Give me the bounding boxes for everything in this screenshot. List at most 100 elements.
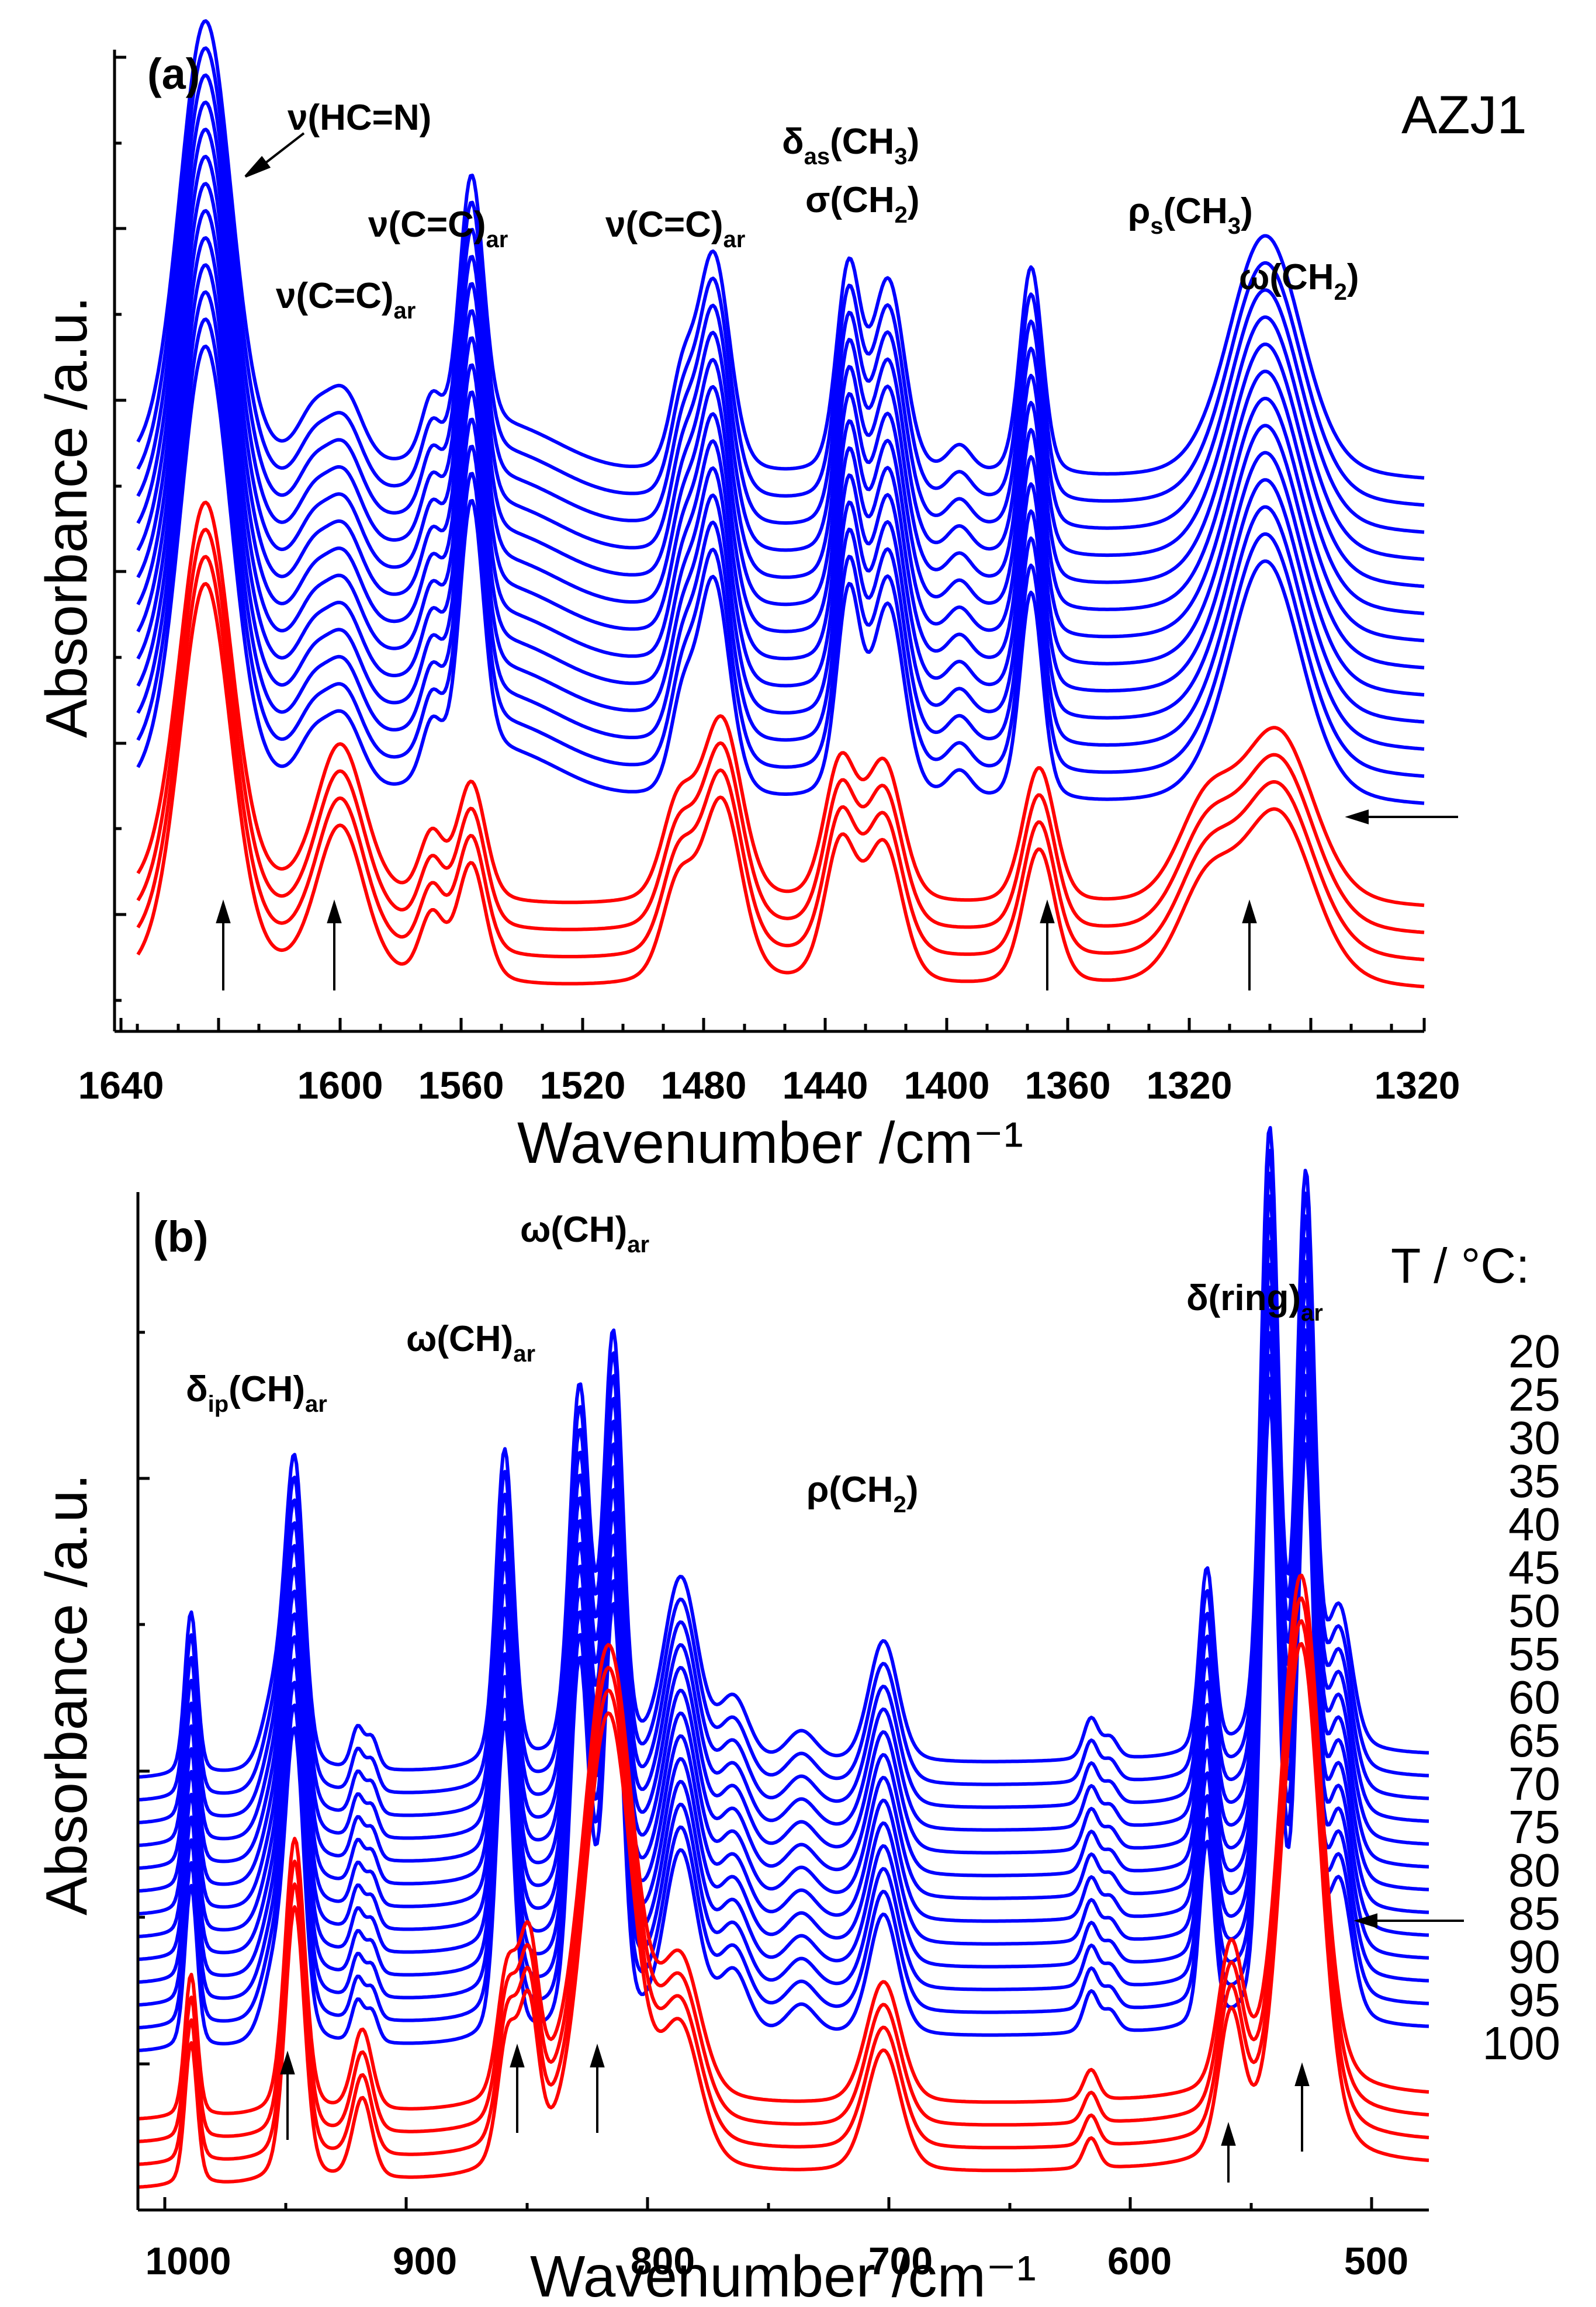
spectrum-line-solid — [136, 101, 1425, 561]
temp-label: 30 — [1508, 1412, 1560, 1464]
spectrum-line-solid — [136, 19, 1425, 480]
arrowhead-a-1417 — [1040, 899, 1055, 923]
x-tick-label-a: 1320 — [1147, 1064, 1233, 1107]
annotation-dip-ch: δip(CH)ar — [186, 1369, 327, 1417]
annotation-sigma-ch2: σ(CH2) — [805, 180, 920, 228]
x-tick-labels-a: 1640 1600 1560 1520 1480 1440 1400 1360 … — [78, 1064, 1460, 1107]
temp-label: 100 — [1483, 2017, 1560, 2069]
x-tick-label-a: 1400 — [904, 1064, 990, 1107]
annotation-rho-ch3: ρs(CH3) — [1128, 191, 1253, 239]
x-tick-label-b: 800 — [631, 2239, 695, 2282]
y-axis-title-a: Absorbance /a.u. — [34, 296, 99, 738]
arrows-a — [216, 132, 1458, 990]
temp-label: 25 — [1508, 1369, 1560, 1421]
spectrum-line-solid — [136, 236, 1425, 697]
x-tick-labels-b: 1000 900 800 700 600 500 — [146, 2239, 1408, 2282]
temp-label: 90 — [1508, 1931, 1560, 1983]
annotation-vcc-2: ν(C=C)ar — [368, 205, 508, 252]
spectrum-line-melt — [136, 555, 1425, 962]
spectrum-line-solid — [136, 182, 1425, 643]
x-tick-label-b: 700 — [868, 2239, 933, 2282]
temp-label: 50 — [1508, 1585, 1560, 1637]
x-tick-label-a: 1440 — [783, 1064, 868, 1107]
spectrum-line-solid — [137, 1399, 1429, 2053]
temp-label: 60 — [1508, 1671, 1560, 1723]
temp-label: 55 — [1508, 1628, 1560, 1680]
temp-label: 40 — [1508, 1498, 1560, 1550]
spectrum-line-solid — [136, 263, 1425, 724]
spectrum-line-melt — [137, 1574, 1429, 2121]
temp-label: 45 — [1508, 1542, 1560, 1594]
spectrum-line-melt — [136, 528, 1425, 934]
x-tick-label-b: 600 — [1107, 2239, 1172, 2282]
spectrum-line-melt — [137, 1619, 1429, 2166]
annotations-a: ν(HC=N) ν(C=C)ar ν(C=C)ar ν(C=C)ar δas(C… — [276, 98, 1359, 324]
arrowhead-a-1627 — [216, 899, 231, 923]
x-tick-label-b: 900 — [393, 2239, 457, 2282]
temperature-title: T / °C: — [1391, 1238, 1529, 1293]
spectrum-line-melt — [136, 582, 1425, 989]
sample-label: AZJ1 — [1401, 85, 1527, 145]
annotation-rho-ch2: ρ(CH2) — [806, 1470, 918, 1518]
spectrum-line-melt — [136, 500, 1425, 907]
temp-label: 95 — [1508, 1974, 1560, 2026]
arrows-b — [280, 1913, 1464, 2183]
arrowhead-a-1363 — [1242, 899, 1257, 923]
panel-label-b: (b) — [153, 1213, 209, 1261]
arrowhead-b-840 — [590, 2043, 605, 2067]
annotation-omega-ch-2: ω(CH)ar — [520, 1210, 649, 1258]
arrowhead-b-551 — [1294, 2062, 1310, 2086]
spectrum-line-melt — [137, 1596, 1429, 2143]
temp-label: 75 — [1508, 1801, 1560, 1853]
axes-b — [136, 1192, 1429, 2212]
x-tick-label-a: 1320 — [1375, 1064, 1460, 1107]
x-axis-title-a: Wavenumber /cm⁻¹ — [517, 1110, 1023, 1176]
annotations-b: δip(CH)ar ω(CH)ar ω(CH)ar ρ(CH2) δ(ring)… — [186, 1210, 1323, 1518]
annotation-vcc-1: ν(C=C)ar — [276, 276, 416, 324]
panel-b: 1000 900 800 700 600 500 Wavenumber /cm⁻… — [34, 1125, 1560, 2307]
arrowhead-b-580 — [1221, 2122, 1236, 2146]
axes-a — [113, 50, 1426, 1033]
arrowhead-b-874 — [510, 2043, 525, 2067]
x-tick-label-a: 1600 — [297, 1064, 383, 1107]
arrowhead-a-1593 — [327, 899, 342, 923]
annotation-omega-ch2: ω(CH2) — [1239, 257, 1359, 305]
temp-label: 20 — [1508, 1325, 1560, 1377]
annotation-das-ch3: δas(CH3) — [782, 122, 919, 169]
spectra-group-a — [136, 19, 1425, 989]
annotation-omega-ch-1: ω(CH)ar — [406, 1319, 535, 1367]
panel-label-a: (a) — [147, 50, 200, 98]
spectrum-line-solid — [136, 154, 1425, 615]
spectrum-line-solid — [136, 73, 1425, 534]
temp-label: 65 — [1508, 1714, 1560, 1766]
temp-label: 80 — [1508, 1844, 1560, 1896]
x-tick-label-a: 1360 — [1025, 1064, 1111, 1107]
x-tick-label-b: 1000 — [146, 2239, 231, 2282]
temp-label: 70 — [1508, 1758, 1560, 1810]
annotation-hcn: ν(HC=N) — [288, 98, 431, 138]
annotation-vcc-3: ν(C=C)ar — [605, 205, 745, 252]
y-axis-title-b: Absorbance /a.u. — [34, 1474, 99, 1915]
spectrum-line-melt — [137, 1642, 1429, 2189]
arrowhead-a-hcn — [244, 155, 271, 178]
panel-a: 1640 1600 1560 1520 1480 1440 1400 1360 … — [34, 19, 1527, 1176]
arrowhead-a-transition — [1345, 809, 1369, 825]
temp-label: 85 — [1508, 1887, 1560, 1939]
spectrum-line-solid — [136, 290, 1425, 751]
arrow-a-hcn — [259, 132, 305, 168]
x-tick-label-a: 1560 — [418, 1064, 504, 1107]
spectrum-line-solid — [136, 46, 1425, 507]
arrowhead-b-970 — [280, 2050, 295, 2074]
spectrum-line-solid — [136, 127, 1425, 588]
annotation-delta-ring: δ(ring)ar — [1186, 1278, 1323, 1326]
arrowhead-b-transition — [1353, 1913, 1377, 1928]
spectrum-line-solid — [136, 344, 1425, 805]
spectrum-line-solid — [136, 209, 1425, 670]
x-tick-label-a: 1640 — [78, 1064, 164, 1107]
x-tick-label-b: 500 — [1344, 2239, 1408, 2282]
x-tick-label-a: 1480 — [661, 1064, 747, 1107]
x-axis-title-b: Wavenumber /cm⁻¹ — [530, 2244, 1036, 2307]
spectrum-line-solid — [136, 317, 1425, 778]
x-tick-label-a: 1520 — [540, 1064, 626, 1107]
